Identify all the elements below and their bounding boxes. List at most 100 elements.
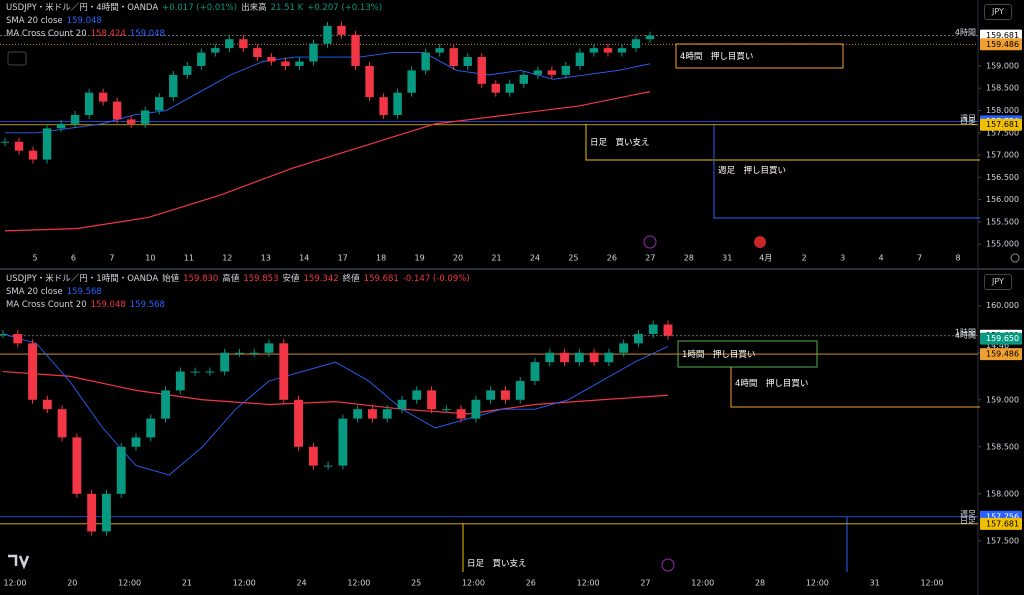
candle bbox=[253, 48, 262, 58]
price-label-bg bbox=[980, 38, 1022, 51]
candle bbox=[211, 48, 220, 53]
collapse-button[interactable] bbox=[7, 51, 27, 66]
settings-icon[interactable] bbox=[1010, 253, 1020, 263]
candle bbox=[379, 97, 388, 115]
price-label-bg bbox=[980, 517, 1022, 530]
candle bbox=[561, 65, 571, 75]
price-label-tag: 4時間 bbox=[955, 28, 976, 37]
candle bbox=[574, 352, 584, 363]
time-label: 31 bbox=[870, 579, 880, 588]
candle bbox=[648, 324, 658, 334]
time-label: 7 bbox=[917, 254, 922, 263]
candle bbox=[619, 343, 629, 353]
time-label: 21 bbox=[182, 579, 192, 588]
candle bbox=[663, 324, 673, 336]
price-label: 159.486 bbox=[986, 350, 1019, 359]
countdown: 14:46 bbox=[986, 341, 1009, 350]
currency-button[interactable]: JPY bbox=[984, 4, 1012, 20]
price-tick-label: 156.500 bbox=[986, 173, 1019, 182]
candle bbox=[463, 57, 472, 66]
event-icon[interactable] bbox=[643, 235, 657, 249]
candle bbox=[0, 333, 8, 335]
candle bbox=[225, 39, 234, 49]
candle bbox=[72, 437, 82, 494]
time-label: 12:00 bbox=[233, 579, 256, 588]
price-tick-label: 158.000 bbox=[986, 106, 1019, 115]
candle bbox=[84, 92, 94, 115]
candle bbox=[604, 352, 614, 363]
candle bbox=[28, 150, 38, 160]
legend-item: 159.830 bbox=[183, 274, 219, 284]
legend-item: +0.017 (+0.01%) bbox=[162, 3, 238, 13]
legend-item: 159.568 bbox=[129, 300, 165, 310]
legend-row: USDJPY・米ドル／円・1時間・OANDA 始値 159.830 高値 159.853… bbox=[6, 273, 474, 286]
time-label: 26 bbox=[526, 579, 536, 588]
candle bbox=[0, 141, 10, 143]
candle bbox=[530, 362, 540, 381]
legend-row: MA Cross Count 20 158.424 159.048 bbox=[6, 28, 386, 41]
annotation-text: 週足 押し目買い bbox=[718, 166, 787, 176]
price-tick-label: 158.500 bbox=[986, 442, 1019, 451]
candle bbox=[190, 371, 200, 373]
legend-item: 安値 bbox=[282, 274, 300, 284]
time-label: 12:00 bbox=[118, 579, 141, 588]
candle bbox=[491, 83, 500, 93]
candle bbox=[116, 446, 126, 494]
candle bbox=[56, 123, 66, 129]
flag-icon[interactable] bbox=[754, 236, 766, 248]
candle bbox=[57, 409, 67, 438]
legend-item: 終値 bbox=[342, 274, 360, 284]
legend-item: 159.048 bbox=[66, 16, 102, 26]
price-label-tag: 4時間 bbox=[955, 331, 976, 340]
candle bbox=[501, 390, 510, 400]
time-label: 26 bbox=[607, 254, 617, 263]
candle bbox=[393, 92, 402, 115]
candle bbox=[197, 52, 206, 66]
price-tick-label: 157.000 bbox=[986, 151, 1019, 160]
candle bbox=[14, 141, 24, 151]
candle bbox=[603, 48, 613, 53]
price-label: 159.486 bbox=[986, 40, 1019, 49]
price-tick-label: 159.000 bbox=[986, 61, 1019, 70]
candle bbox=[155, 97, 164, 111]
legend-row: USDJPY・米ドル／円・4時間・OANDA +0.017 (+0.01%) 出来高… bbox=[6, 2, 386, 15]
legend-row: SMA 20 close 159.048 bbox=[6, 15, 386, 28]
annotation-text: 日足 買い支え bbox=[590, 138, 650, 148]
time-label: 8 bbox=[955, 254, 960, 263]
candle bbox=[323, 25, 332, 44]
candle bbox=[368, 409, 377, 419]
candle bbox=[589, 48, 599, 53]
candle bbox=[309, 43, 318, 62]
time-label: 28 bbox=[755, 579, 765, 588]
time-label: 28 bbox=[684, 254, 694, 263]
candle bbox=[161, 390, 170, 419]
candle bbox=[249, 352, 259, 354]
price-tick-label: 155.000 bbox=[986, 240, 1019, 249]
price-label-tag: 1時間 bbox=[955, 328, 976, 337]
candle bbox=[471, 399, 481, 419]
time-label: 12:00 bbox=[3, 579, 26, 588]
price-label: 157.681 bbox=[986, 120, 1019, 129]
candle bbox=[175, 371, 185, 391]
time-label: 17 bbox=[338, 254, 348, 263]
price-label-tag: 日足 bbox=[960, 516, 976, 525]
time-label: 25 bbox=[411, 579, 421, 588]
price-tick-label: 160.000 bbox=[986, 301, 1019, 310]
legend-item: 159.048 bbox=[129, 29, 165, 39]
candle bbox=[631, 39, 641, 49]
candle bbox=[477, 57, 486, 84]
currency-button[interactable]: JPY bbox=[984, 274, 1012, 290]
candle bbox=[87, 493, 97, 532]
legend-item: 158.424 bbox=[90, 29, 126, 39]
time-label: 6 bbox=[71, 254, 76, 263]
candle bbox=[427, 390, 436, 410]
event-icon[interactable] bbox=[661, 558, 675, 572]
candle bbox=[337, 25, 346, 35]
legend-item: MA Cross Count 20 bbox=[6, 300, 87, 310]
time-label: 12:00 bbox=[347, 579, 370, 588]
price-label: 159.681 bbox=[986, 31, 1019, 40]
time-label: 3 bbox=[840, 254, 845, 263]
price-tick-label: 156.000 bbox=[986, 195, 1019, 204]
candle bbox=[146, 418, 156, 438]
annotation-box bbox=[730, 367, 980, 408]
